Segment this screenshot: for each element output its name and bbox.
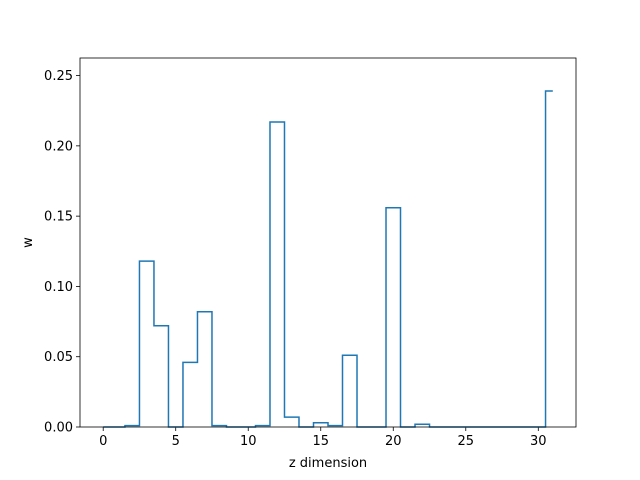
x-tick-label: 5 xyxy=(172,434,180,449)
y-axis-ticks: 0.00 0.05 0.10 0.15 0.20 0.25 xyxy=(44,69,80,436)
x-axis-label: z dimension xyxy=(289,456,367,471)
x-tick-label: 25 xyxy=(458,434,475,449)
y-tick-label: 0.05 xyxy=(44,350,73,365)
x-tick-label: 10 xyxy=(240,434,257,449)
y-tick-label: 0.25 xyxy=(44,69,73,84)
y-tick-label: 0.20 xyxy=(44,139,73,154)
x-axis-ticks: 0 5 10 15 20 25 30 xyxy=(99,427,547,449)
y-tick-label: 0.15 xyxy=(44,210,73,225)
y-tick-label: 0.10 xyxy=(44,280,73,295)
x-tick-label: 20 xyxy=(385,434,402,449)
x-tick-label: 15 xyxy=(312,434,329,449)
y-axis-label: w xyxy=(21,237,36,248)
series-step-line xyxy=(103,90,553,428)
plot-area-frame xyxy=(79,57,577,428)
x-tick-label: 0 xyxy=(99,434,107,449)
y-tick-label: 0.00 xyxy=(44,421,73,436)
x-tick-label: 30 xyxy=(530,434,547,449)
